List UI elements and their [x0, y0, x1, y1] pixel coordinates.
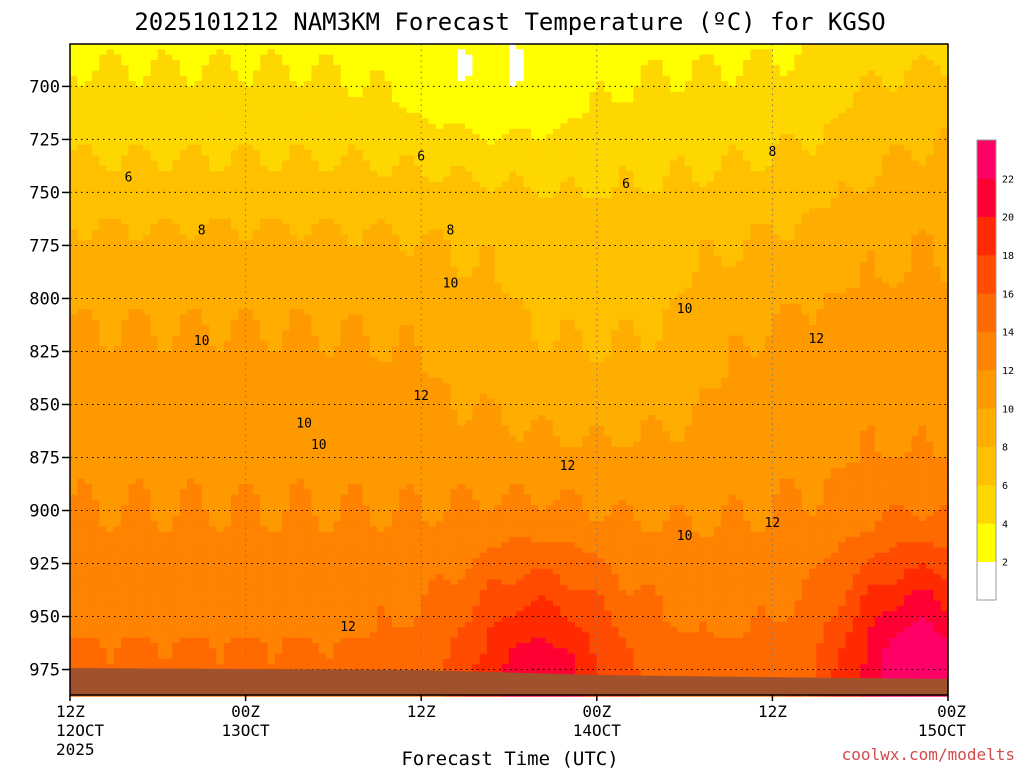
- y-tick-label: 775: [29, 236, 60, 256]
- colorbar-swatch: [977, 332, 996, 371]
- colorbar-label: 14: [1002, 328, 1014, 339]
- x-tick-label: 12Z: [56, 702, 85, 721]
- contour-label: 6: [622, 177, 630, 192]
- contour-label: 8: [198, 224, 206, 239]
- colorbar-swatch: [977, 523, 996, 562]
- colorbar-legend: 2 4 6 8 10 12 14 16 18 20 22: [977, 140, 1014, 600]
- contour-label: 6: [417, 149, 425, 164]
- contour-label: 8: [768, 145, 776, 160]
- y-tick-label: 900: [29, 502, 60, 522]
- y-tick-label: 950: [29, 608, 60, 628]
- y-tick-label: 925: [29, 555, 60, 575]
- x-tick-label: 12Z: [758, 702, 787, 721]
- contour-label: 12: [340, 620, 356, 635]
- x-axis-label: Forecast Time (UTC): [401, 748, 618, 768]
- colorbar-label: 12: [1002, 366, 1014, 377]
- y-tick-label: 800: [29, 289, 60, 309]
- colorbar-swatch: [977, 447, 996, 486]
- y-tick-label: 875: [29, 449, 60, 469]
- colorbar-swatch: [977, 562, 996, 601]
- colorbar-swatch: [977, 293, 996, 332]
- contour-label: 12: [808, 332, 824, 347]
- colorbar-label: 16: [1002, 289, 1014, 300]
- colorbar-label: 2: [1002, 558, 1008, 569]
- colorbar-swatch: [977, 408, 996, 447]
- contour-label: 10: [677, 302, 693, 317]
- y-tick-label: 700: [29, 77, 60, 97]
- contour-label: 10: [311, 438, 327, 453]
- y-tick-label: 725: [29, 130, 60, 150]
- contour-label: 6: [125, 171, 133, 186]
- colorbar-label: 8: [1002, 443, 1008, 454]
- colorbar-swatch: [977, 370, 996, 409]
- y-tick-label: 975: [29, 661, 60, 681]
- colorbar-label: 22: [1002, 174, 1014, 185]
- contour-label: 10: [677, 529, 693, 544]
- x-tick-label: 2025: [56, 740, 95, 759]
- y-tick-label: 825: [29, 342, 60, 362]
- x-tick-label: 13OCT: [222, 721, 271, 740]
- contour-label: 8: [447, 224, 455, 239]
- y-tick-label: 850: [29, 395, 60, 415]
- colorbar-label: 6: [1002, 481, 1008, 492]
- colorbar-swatch: [977, 178, 996, 217]
- colorbar-label: 4: [1002, 519, 1008, 530]
- plot-area: [70, 44, 949, 697]
- contour-label: 10: [194, 334, 210, 349]
- colorbar-swatch: [977, 485, 996, 524]
- colorbar-label: 20: [1002, 213, 1014, 224]
- contour-label: 10: [296, 417, 312, 432]
- colorbar-label: 10: [1002, 404, 1014, 415]
- colorbar-swatch: [977, 255, 996, 294]
- contour-label: 10: [443, 277, 459, 292]
- x-tick-label: 00Z: [937, 702, 966, 721]
- x-tick-label: 00Z: [582, 702, 611, 721]
- credit-text: coolwx.com/modelts: [842, 745, 1015, 764]
- x-tick-label: 12Z: [407, 702, 436, 721]
- contour-label: 12: [560, 459, 576, 474]
- y-tick-label: 750: [29, 183, 60, 203]
- x-tick-label: 00Z: [231, 702, 260, 721]
- y-axis-ticks: 700 725 750 775 800 825 850 875 900 925 950 975: [29, 77, 70, 680]
- x-tick-label: 15OCT: [918, 721, 967, 740]
- chart-title: 2025101212 NAM3KM Forecast Temperature (…: [134, 8, 885, 36]
- colorbar-swatch: [977, 217, 996, 256]
- x-tick-label: 12OCT: [56, 721, 105, 740]
- contour-label: 12: [765, 516, 781, 531]
- x-tick-label: 14OCT: [573, 721, 622, 740]
- colorbar-label: 18: [1002, 251, 1014, 262]
- colorbar-swatch: [977, 140, 996, 179]
- contour-label: 12: [413, 389, 429, 404]
